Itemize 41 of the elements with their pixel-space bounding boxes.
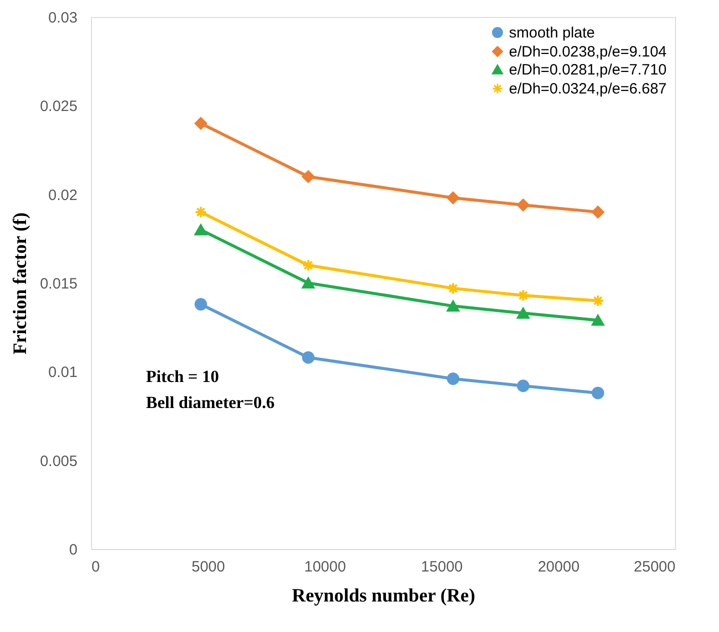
legend-label: e/Dh=0.0238,p/e=9.104 <box>509 44 667 60</box>
point <box>516 380 530 392</box>
legend-label: e/Dh=0.0324,p/e=6.687 <box>509 80 667 98</box>
point <box>302 170 314 183</box>
point <box>516 289 530 302</box>
point <box>302 259 314 272</box>
annotation: Pitch = 10 <box>146 367 219 386</box>
legend-label: smooth plate <box>509 24 595 42</box>
x-axis-title: Reynolds number (Re) <box>292 586 476 606</box>
y-tick-label: 0 <box>69 542 78 558</box>
y-axis-title: Friction factor (f) <box>10 212 31 355</box>
x-tick-label: 5000 <box>192 558 225 576</box>
point <box>516 198 530 212</box>
x-tick-label: 10000 <box>304 558 346 576</box>
point <box>592 294 604 307</box>
y-tick-label: 0.02 <box>48 186 78 204</box>
point <box>194 117 208 130</box>
point <box>446 192 460 204</box>
x-tick-label: 0 <box>92 558 100 576</box>
x-tick-label: 15000 <box>421 558 463 576</box>
y-tick-label: 0.03 <box>48 10 78 26</box>
y-tick-label: 0.025 <box>40 98 78 116</box>
y-tick-label: 0.005 <box>40 452 78 470</box>
annotation: Bell diameter=0.6 <box>146 393 275 412</box>
y-tick-label: 0.01 <box>48 364 78 382</box>
x-tick-label: 20000 <box>538 558 580 576</box>
point <box>302 277 314 289</box>
point <box>446 282 460 295</box>
legend-label: e/Dh=0.0281,p/e=7.710 <box>509 62 667 78</box>
point <box>446 300 460 312</box>
y-tick-label: 0.015 <box>40 276 78 292</box>
point <box>592 314 604 326</box>
point <box>194 224 208 236</box>
point <box>446 372 460 385</box>
point <box>516 308 530 319</box>
point <box>592 206 604 218</box>
point <box>194 298 208 311</box>
point <box>592 386 604 400</box>
point <box>194 206 208 218</box>
x-tick-label: 25000 <box>634 558 676 576</box>
point <box>302 351 314 364</box>
